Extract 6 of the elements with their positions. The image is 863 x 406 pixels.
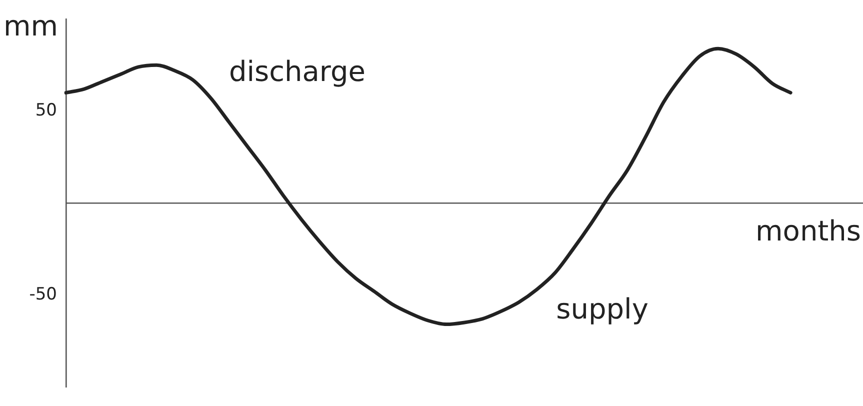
y-tick-label: -50 (29, 284, 57, 304)
annotation: discharge (228, 54, 366, 88)
annotation: supply (556, 292, 648, 326)
x-axis-title: months (756, 214, 861, 248)
y-axis-title: mm (3, 9, 58, 42)
y-tick-label: 50 (35, 100, 57, 121)
